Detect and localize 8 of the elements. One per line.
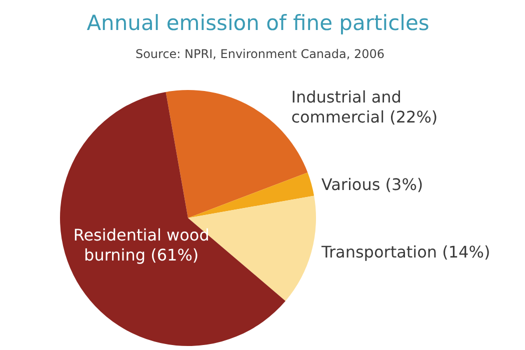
slice-label: Transportation (14%) bbox=[320, 242, 490, 262]
chart-subtitle: Source: NPRI, Environment Canada, 2006 bbox=[135, 47, 385, 61]
slice-label: Industrial and commercial (22%) bbox=[291, 88, 438, 127]
pie-slice bbox=[188, 172, 314, 218]
slice-label: Various (3%) bbox=[321, 175, 424, 194]
pie-slice bbox=[60, 92, 286, 346]
slice-label: Residential wood burning (61%) bbox=[73, 226, 210, 265]
chart-title: Annual emission of fine particles bbox=[86, 11, 430, 35]
